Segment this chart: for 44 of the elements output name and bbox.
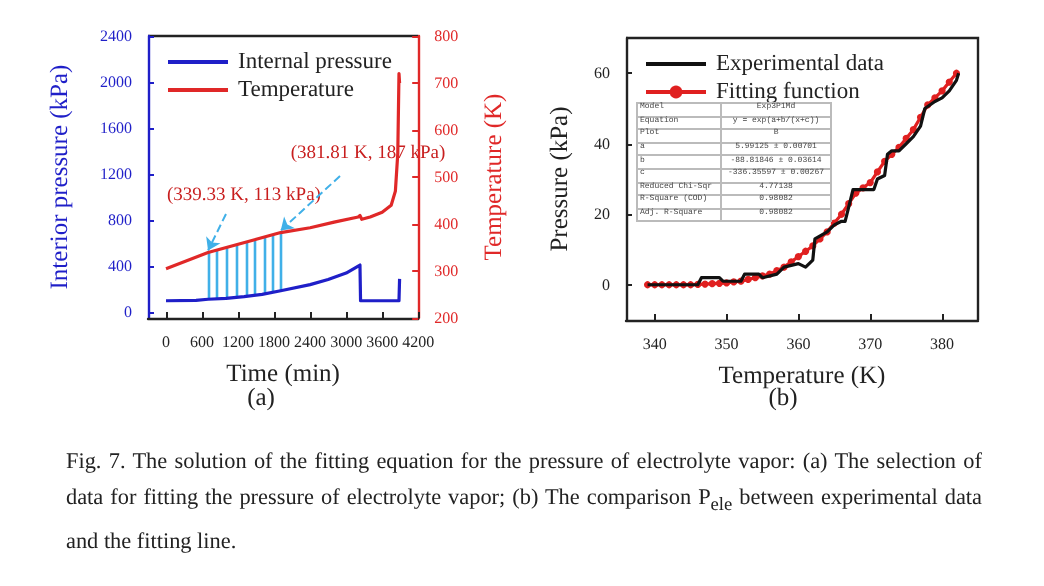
y2-tick-label: 300 <box>434 262 459 280</box>
text: (b) <box>768 383 798 411</box>
text: Fig. 7. The solution of the fitting equation for the pressure of electrolyte vapor: (a) The selection of data for fitting the pressure of electrolyte vapor; (b) The comparison P$_{ele}$ between experimental data and the fitting line. <box>66 450 982 555</box>
x-tick-label: 600 <box>190 333 215 351</box>
y-tick-label: 20 <box>594 205 610 224</box>
y2-tick-label: 200 <box>434 309 459 327</box>
x-tick-label: 3000 <box>330 333 363 351</box>
x-axis-title: Time (min) <box>226 358 340 387</box>
y-axis-title: Interior pressure (kPa) <box>45 64 73 290</box>
y2-tick-label: 600 <box>434 121 459 139</box>
text: (a) <box>247 383 275 411</box>
y2-tick-label: 800 <box>434 27 459 45</box>
y-tick-label: 2000 <box>100 73 132 92</box>
y2-tick-label: 400 <box>434 215 459 233</box>
x-tick-label: 4200 <box>402 333 435 351</box>
annotation: (339.33 K, 113 kPa) <box>167 186 321 206</box>
x-tick-label: 370 <box>858 335 883 353</box>
x-tick-label: 350 <box>714 335 739 353</box>
x-tick-label: 1800 <box>258 333 291 351</box>
x-tick-label: 360 <box>786 335 811 353</box>
y-tick-label: 60 <box>594 64 610 83</box>
x-tick-label: 340 <box>642 335 667 353</box>
y-tick-label: 2400 <box>100 27 132 45</box>
y2-tick-label: 700 <box>434 74 459 92</box>
y-axis-title: Pressure (kPa) <box>545 106 574 252</box>
y2-axis-title: Temperature (K) <box>479 93 507 261</box>
y-tick-label: 0 <box>124 303 132 322</box>
x-tick-label: 3600 <box>366 333 399 351</box>
x-tick-label: 2400 <box>294 333 327 351</box>
y-tick-label: 800 <box>108 211 132 230</box>
y-tick-label: 40 <box>594 134 610 153</box>
x-tick-label: 380 <box>930 335 955 353</box>
legend-label: Internal pressure <box>238 50 392 74</box>
y-tick-label: 1600 <box>100 119 132 138</box>
legend-label: Temperature <box>238 78 354 102</box>
y-tick-label: 0 <box>602 275 610 294</box>
x-tick-label: 0 <box>162 333 171 351</box>
x-axis-title: Temperature (K) <box>718 360 886 389</box>
y2-tick-label: 500 <box>434 168 459 186</box>
legend-label: Fitting function <box>716 80 861 104</box>
legend-label: Experimental data <box>716 52 884 76</box>
y-tick-label: 1200 <box>100 165 132 184</box>
x-tick-label: 1200 <box>222 333 255 351</box>
y-tick-label: 400 <box>108 257 132 276</box>
